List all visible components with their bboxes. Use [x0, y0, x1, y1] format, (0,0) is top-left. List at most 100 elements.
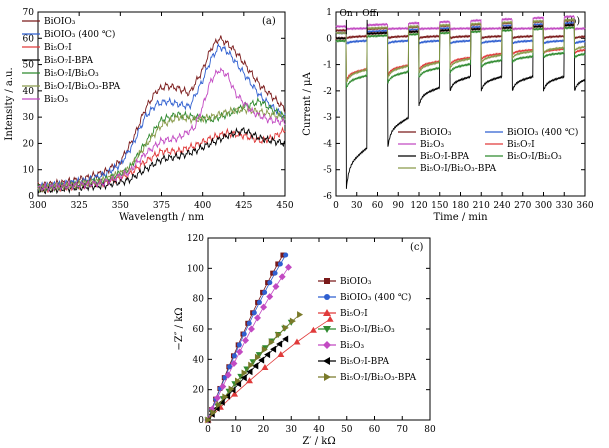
- data-point: [231, 353, 237, 359]
- data-point: [246, 368, 253, 376]
- x-tick-label: 0: [205, 425, 211, 435]
- legend-entry: Bi₅O₇I/Bi₂O₃-BPA: [44, 82, 121, 92]
- x-tick-label: 210: [473, 201, 490, 211]
- y-tick-label: -2: [323, 87, 332, 97]
- y-tick-label: 10: [23, 166, 35, 176]
- y-tick-label: 20: [23, 139, 35, 149]
- y-tick-label: 0: [28, 192, 34, 202]
- x-tick-label: 425: [235, 201, 252, 211]
- data-point: [236, 348, 244, 356]
- data-point: [230, 359, 238, 367]
- data-point: [205, 416, 212, 424]
- data-point: [213, 394, 221, 402]
- data-point: [241, 369, 248, 377]
- data-point: [282, 335, 289, 343]
- x-tick-label: 80: [424, 425, 436, 435]
- y-tick-label: -6: [323, 192, 332, 202]
- legend: BiOIO₃ BiOIO₃ (400 ℃) Bi₅O₇I Bi₅O₇I-BPA Bi₅O…: [22, 17, 121, 105]
- x-tick-label: 120: [410, 201, 427, 211]
- data-point: [267, 280, 273, 286]
- data-point: [293, 338, 301, 345]
- data-point: [222, 393, 229, 401]
- annotation-off: Off: [362, 9, 376, 19]
- x-tick-label: 50: [341, 425, 353, 435]
- data-point: [277, 261, 283, 267]
- legend-entry: Bi₅O₇I-BPA: [340, 357, 390, 367]
- data-point: [258, 356, 265, 364]
- data-point: [284, 263, 292, 271]
- series-points: [205, 311, 304, 424]
- legend-marker: [323, 326, 331, 333]
- x-tick-label: 180: [452, 201, 469, 211]
- legend-entry: BiOIO₃: [420, 128, 452, 138]
- data-point: [309, 326, 317, 333]
- legend-marker: [323, 341, 331, 349]
- data-point: [218, 398, 225, 406]
- legend: BiOIO₃ BiOIO₃ (400 ℃) Bi₂O₃ Bi₅O₇I Bi₅O₇I-BP…: [398, 127, 578, 174]
- series-line: [37, 96, 286, 194]
- legend-marker: [323, 357, 330, 365]
- x-tick-label: 60: [372, 201, 384, 211]
- y-tick-label: 60: [23, 34, 35, 44]
- legend-marker: [324, 294, 330, 300]
- data-point: [240, 374, 247, 382]
- series-line: [37, 67, 286, 192]
- series-line: [207, 314, 300, 421]
- data-point: [276, 340, 283, 348]
- x-tick-label: 300: [535, 201, 552, 211]
- legend-entry: Bi₅O₇I-BPA: [44, 56, 94, 66]
- data-point: [272, 270, 278, 276]
- x-tick-label: 325: [71, 201, 88, 211]
- y-tick-label: 30: [23, 113, 35, 123]
- y-tick-label: -1: [323, 61, 332, 71]
- data-point: [283, 252, 289, 258]
- data-point: [246, 377, 254, 384]
- data-point: [289, 317, 296, 325]
- x-tick-label: 70: [397, 425, 409, 435]
- data-point: [275, 261, 281, 267]
- data-point: [210, 408, 217, 416]
- data-point: [270, 345, 277, 353]
- data-point: [262, 289, 268, 295]
- legend-marker: [324, 278, 330, 284]
- panel-label: (c): [410, 242, 424, 253]
- x-tick-label: 300: [29, 201, 46, 211]
- y-tick-label: 1: [326, 8, 332, 18]
- data-point: [247, 325, 255, 333]
- legend-entry: Bi₅O₇I: [507, 140, 535, 150]
- x-axis-label: Wavelength / nm: [119, 212, 205, 223]
- legend-entry: Bi₂O₃: [420, 140, 444, 150]
- x-tick-label: 10: [230, 425, 242, 435]
- data-point: [261, 363, 269, 370]
- data-point: [254, 353, 261, 361]
- data-point: [252, 362, 259, 370]
- data-point: [224, 392, 231, 400]
- x-tick-label: 40: [313, 425, 325, 435]
- legend-entry: Bi₅O₇I: [340, 309, 368, 319]
- x-axis-label: Time / min: [433, 212, 488, 223]
- y-tick-label: -5: [323, 166, 332, 176]
- x-tick-label: 400: [194, 201, 211, 211]
- data-point: [248, 361, 255, 369]
- y-tick-label: -4: [323, 139, 332, 149]
- data-point: [275, 331, 282, 339]
- legend-entry: BiOIO₃: [340, 277, 372, 287]
- x-tick-label: 240: [493, 201, 510, 211]
- data-point: [242, 336, 250, 344]
- data-point: [216, 401, 223, 409]
- data-point: [266, 293, 274, 301]
- legend-entry: Bi₅O₇I/Bi₂O₃-BPA: [420, 164, 497, 174]
- x-tick-label: 270: [514, 201, 531, 211]
- y-tick-label: 80: [193, 295, 205, 305]
- data-point: [227, 364, 233, 370]
- data-point: [264, 351, 271, 359]
- x-axis-label: Z′ / kΩ: [302, 436, 335, 447]
- legend-entry: Bi₂O₃: [44, 95, 68, 105]
- series-line: [335, 17, 586, 83]
- data-point: [268, 338, 275, 346]
- x-tick-label: 360: [576, 201, 593, 211]
- x-tick-label: 375: [153, 201, 170, 211]
- series-line: [335, 25, 586, 89]
- x-tick-label: 90: [393, 201, 405, 211]
- legend: BiOIO₃ BiOIO₃ (400 ℃) Bi₅O₇I Bi₅O₇I/Bi₂O₃ Bi…: [318, 277, 417, 383]
